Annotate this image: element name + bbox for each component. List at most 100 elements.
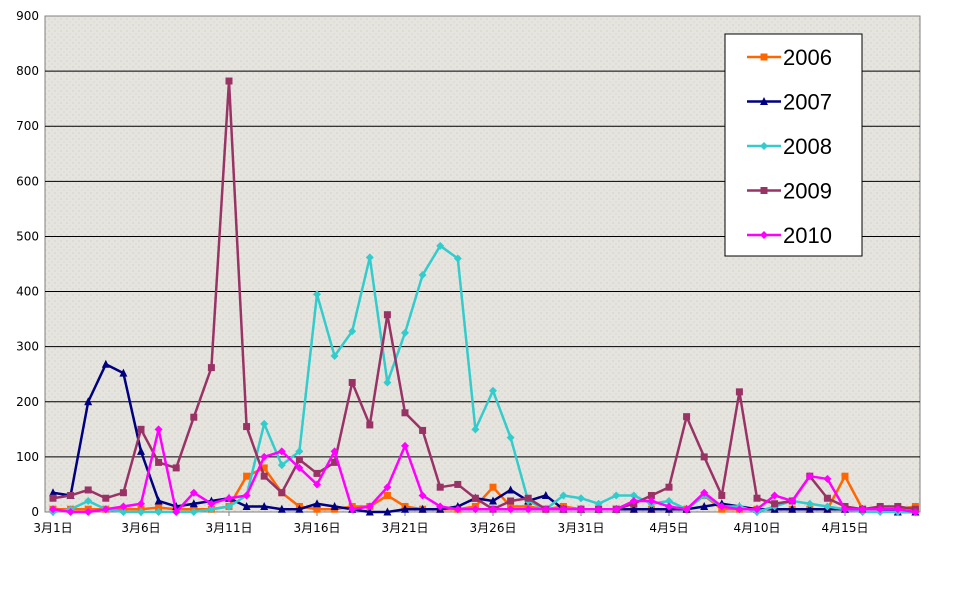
data-point-2008 (313, 290, 321, 299)
data-point-2010 (665, 502, 673, 511)
y-axis-ticks: 0 100 200 300 400 500 600 700 800 900 (16, 9, 39, 519)
data-point-2007 (101, 359, 110, 368)
data-point-2007 (137, 446, 145, 455)
data-point-2006 (489, 483, 497, 491)
data-point-2009 (647, 491, 655, 499)
data-point-2007 (260, 501, 269, 510)
data-point-2010 (876, 505, 885, 514)
data-point-2007 (313, 499, 321, 508)
data-point-2009 (735, 388, 743, 396)
y-tick-label: 600 (16, 174, 39, 188)
x-tick-label: 3月11日 (206, 521, 253, 535)
data-point-2010 (524, 505, 533, 514)
x-tick-label: 4月5日 (649, 521, 688, 535)
data-point-2008 (418, 271, 427, 280)
data-point-2007 (489, 496, 497, 505)
data-point-2010 (911, 508, 920, 516)
y-tick-label: 800 (16, 64, 39, 78)
data-point-2008 (489, 386, 497, 395)
data-point-2008 (471, 425, 480, 434)
data-point-2009 (331, 458, 339, 466)
y-tick-label: 300 (16, 340, 39, 354)
y-tick-label: 500 (16, 229, 39, 243)
data-point-2009 (260, 472, 268, 480)
data-point-2008 (612, 491, 621, 500)
x-tick-label: 3月6日 (121, 521, 160, 535)
legend-label: 2009 (783, 179, 832, 204)
data-point-2010 (260, 452, 269, 461)
data-point-2010 (629, 496, 638, 505)
data-point-2009 (771, 500, 779, 508)
data-point-2009 (700, 453, 708, 461)
data-point-2009 (683, 413, 691, 421)
data-point-2007 (506, 485, 515, 494)
data-point-2007 (330, 501, 339, 510)
data-point-2010 (700, 488, 709, 497)
data-point-2008 (823, 502, 832, 511)
data-point-2008 (119, 508, 128, 516)
data-point-2010 (594, 505, 603, 514)
data-point-2008 (348, 327, 357, 336)
data-point-2007 (189, 499, 198, 508)
data-point-2009 (313, 469, 321, 477)
data-point-2009 (225, 77, 233, 85)
data-point-2009 (348, 378, 356, 386)
data-point-2007 (49, 488, 57, 497)
data-point-2008 (295, 447, 304, 456)
legend-swatch-marker (760, 231, 768, 239)
data-point-2009 (102, 494, 110, 502)
y-tick-label: 0 (31, 505, 39, 519)
data-point-2007 (277, 504, 286, 513)
data-point-2010 (137, 499, 145, 508)
y-tick-label: 900 (16, 9, 39, 23)
data-point-2010 (893, 505, 902, 514)
data-point-2009 (172, 464, 180, 472)
data-point-2009 (155, 458, 163, 466)
data-point-2010 (225, 494, 233, 503)
data-point-2010 (348, 505, 357, 514)
data-point-2010 (172, 508, 181, 516)
series-line-2007 (52, 363, 916, 514)
data-point-2010 (295, 463, 304, 472)
data-point-2009 (471, 494, 479, 502)
series-2010 (49, 425, 920, 516)
x-tick-label: 3月1日 (33, 521, 72, 535)
data-point-2009 (524, 494, 532, 502)
data-point-2010 (242, 491, 251, 500)
legend-label: 2010 (783, 223, 832, 248)
data-point-2009 (119, 489, 127, 497)
x-tick-label: 4月10日 (734, 521, 781, 535)
x-axis-ticks: 3月1日 3月6日 3月11日 3月16日 3月21日 3月26日 3月31日 4月5日 4月1… (33, 512, 868, 535)
data-point-2009 (454, 480, 462, 488)
data-point-2008 (805, 499, 814, 508)
data-point-2008 (365, 253, 374, 262)
series-line-2010 (52, 428, 916, 514)
data-point-2010 (49, 505, 57, 514)
data-point-2007 (700, 501, 709, 510)
data-point-2008 (453, 254, 462, 263)
data-point-2010 (101, 505, 110, 514)
y-tick-label: 100 (16, 450, 39, 464)
data-point-2007 (647, 504, 656, 513)
data-point-2010 (612, 505, 621, 514)
data-point-2010 (489, 505, 497, 514)
data-point-2008 (137, 508, 145, 516)
data-point-2007 (295, 504, 304, 513)
data-point-2010 (66, 508, 75, 516)
x-tick-label: 3月21日 (382, 521, 429, 535)
data-point-2010 (823, 474, 832, 483)
data-point-2007 (401, 504, 409, 513)
legend-item-2009: 2009 (747, 179, 832, 204)
data-point-2010 (577, 505, 585, 514)
legend-item-2006: 2006 (747, 45, 832, 70)
data-point-2009 (366, 421, 374, 429)
data-point-2008 (330, 352, 339, 361)
data-point-2009 (243, 423, 251, 431)
legend-label: 2006 (783, 45, 832, 70)
data-point-2010 (401, 441, 409, 450)
data-point-2008 (154, 508, 163, 516)
data-point-2008 (84, 496, 93, 505)
data-point-2010 (559, 505, 568, 514)
data-point-2008 (629, 491, 638, 500)
